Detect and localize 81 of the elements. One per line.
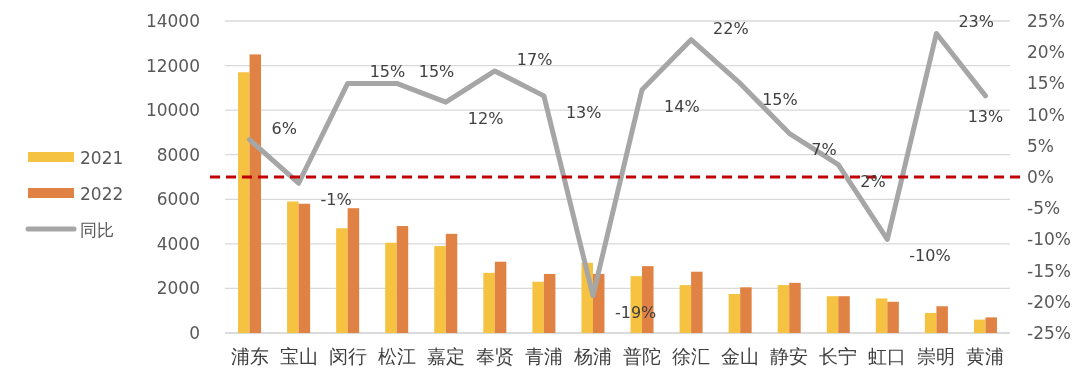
- x-tick-label: 金山: [721, 345, 760, 367]
- data-label: -10%: [909, 246, 951, 266]
- bar: [445, 233, 458, 333]
- y-tick-label: 4000: [156, 233, 200, 254]
- data-label: 15%: [369, 62, 406, 82]
- bar: [249, 54, 262, 333]
- x-tick-label: 杨浦: [572, 345, 612, 367]
- bar: [691, 271, 703, 333]
- y2-tick-label: -15%: [1027, 260, 1071, 281]
- bar: [679, 285, 692, 333]
- bar: [728, 294, 741, 333]
- x-tick-label: 虹口: [868, 345, 907, 367]
- data-label: 15%: [762, 90, 798, 110]
- bar: [838, 296, 850, 333]
- data-label: 6%: [271, 118, 297, 138]
- x-tick-label: 松江: [377, 345, 416, 367]
- x-tick-label: 静安: [770, 345, 809, 367]
- bar: [789, 282, 801, 333]
- data-label: 2%: [860, 171, 886, 191]
- y-tick-label: 0: [189, 323, 200, 343]
- y2-tick-label: 20%: [1027, 42, 1065, 63]
- y2-tick-label: 5%: [1027, 135, 1054, 156]
- x-tick-label: 嘉定: [426, 345, 465, 367]
- y-tick-label: 10000: [145, 100, 200, 121]
- x-tick-label: 崇明: [917, 345, 956, 367]
- y-tick-label: 2000: [156, 278, 200, 299]
- bar: [298, 203, 311, 333]
- data-label: 15%: [418, 62, 455, 82]
- y2-tick-label: 0%: [1027, 167, 1054, 187]
- data-label: 7%: [811, 140, 837, 160]
- y2-tick-label: -5%: [1027, 198, 1061, 219]
- y2-tick-label: 15%: [1027, 73, 1065, 94]
- data-label: 22%: [713, 18, 749, 38]
- y2-tick-label: -25%: [1027, 323, 1071, 343]
- bar: [740, 287, 752, 333]
- bar: [287, 201, 299, 333]
- bar: [434, 246, 446, 333]
- bar: [347, 208, 360, 333]
- y-tick-label: 12000: [145, 55, 200, 76]
- y-tick-label: 14000: [145, 11, 200, 31]
- y-tick-label: 8000: [156, 144, 200, 165]
- bar: [777, 285, 790, 333]
- bar: [936, 306, 948, 333]
- y2-tick-label: -10%: [1027, 229, 1071, 250]
- data-label: 23%: [958, 12, 994, 32]
- x-tick-label: 闵行: [328, 345, 367, 367]
- bar: [238, 72, 250, 333]
- x-tick-label: 黄浦: [966, 345, 1005, 367]
- data-label: -1%: [320, 190, 352, 210]
- bar: [336, 228, 348, 333]
- data-label: 13%: [967, 106, 1004, 126]
- y2-tick-label: 25%: [1027, 11, 1065, 31]
- legend-label: 同比: [80, 220, 114, 240]
- x-tick-label: 宝山: [279, 345, 318, 367]
- x-tick-label: 徐汇: [672, 345, 711, 367]
- bar: [985, 317, 997, 333]
- x-tick-label: 奉贤: [475, 345, 514, 367]
- x-tick-label: 长宁: [819, 345, 858, 367]
- bar: [543, 273, 556, 333]
- legend-label: 2022: [80, 184, 124, 204]
- data-label: 13%: [565, 102, 602, 122]
- data-label: 14%: [664, 96, 700, 116]
- y2-tick-label: -20%: [1027, 291, 1071, 312]
- legend-label: 2021: [80, 148, 124, 168]
- bar: [924, 312, 937, 333]
- y-tick-label: 6000: [156, 189, 200, 210]
- bar: [385, 242, 397, 333]
- bar: [887, 301, 899, 333]
- data-label: 17%: [516, 49, 553, 69]
- data-label: 12%: [467, 109, 504, 129]
- x-tick-label: 青浦: [524, 345, 563, 367]
- y2-tick-label: 10%: [1027, 104, 1065, 125]
- bar: [973, 319, 986, 333]
- bar: [494, 261, 507, 333]
- x-tick-label: 普陀: [623, 345, 662, 367]
- bar: [396, 226, 409, 333]
- bar: [875, 298, 888, 333]
- bar: [826, 296, 839, 333]
- bar: [483, 272, 495, 333]
- x-tick-label: 浦东: [230, 345, 269, 367]
- bar: [532, 281, 544, 333]
